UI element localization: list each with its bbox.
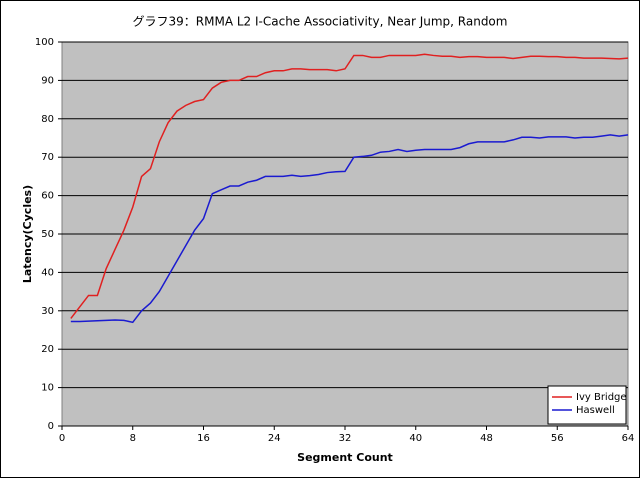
x-tick-label: 56 <box>551 433 564 444</box>
x-tick-label: 24 <box>268 433 281 444</box>
x-tick-label: 32 <box>339 433 352 444</box>
y-axis-title: Latency(Cycles) <box>21 185 34 283</box>
y-tick-label: 100 <box>35 37 54 48</box>
x-axis-title: Segment Count <box>297 451 393 464</box>
y-tick-label: 10 <box>41 383 54 394</box>
x-tick-label: 64 <box>622 433 635 444</box>
y-tick-label: 20 <box>41 344 54 355</box>
x-tick-label: 16 <box>197 433 210 444</box>
y-tick-label: 60 <box>41 191 54 202</box>
legend-label: Ivy Bridge <box>576 392 627 403</box>
y-tick-label: 70 <box>41 152 54 163</box>
x-tick-label: 0 <box>59 433 65 444</box>
y-tick-label: 80 <box>41 114 54 125</box>
x-tick-label: 8 <box>130 433 136 444</box>
legend-label: Haswell <box>576 405 615 416</box>
legend-box <box>547 385 627 425</box>
y-tick-label: 50 <box>41 229 54 240</box>
y-tick-label: 90 <box>41 75 54 86</box>
x-tick-label: 48 <box>480 433 493 444</box>
y-tick-label: 30 <box>41 306 54 317</box>
data-line <box>70 53 629 319</box>
chart-title: グラフ39：RMMA L2 I-Cache Associativity, Nea… <box>133 15 508 29</box>
y-tick-label: 0 <box>48 421 54 432</box>
x-tick-label: 40 <box>409 433 422 444</box>
data-line <box>70 134 629 324</box>
y-tick-label: 40 <box>41 267 54 278</box>
